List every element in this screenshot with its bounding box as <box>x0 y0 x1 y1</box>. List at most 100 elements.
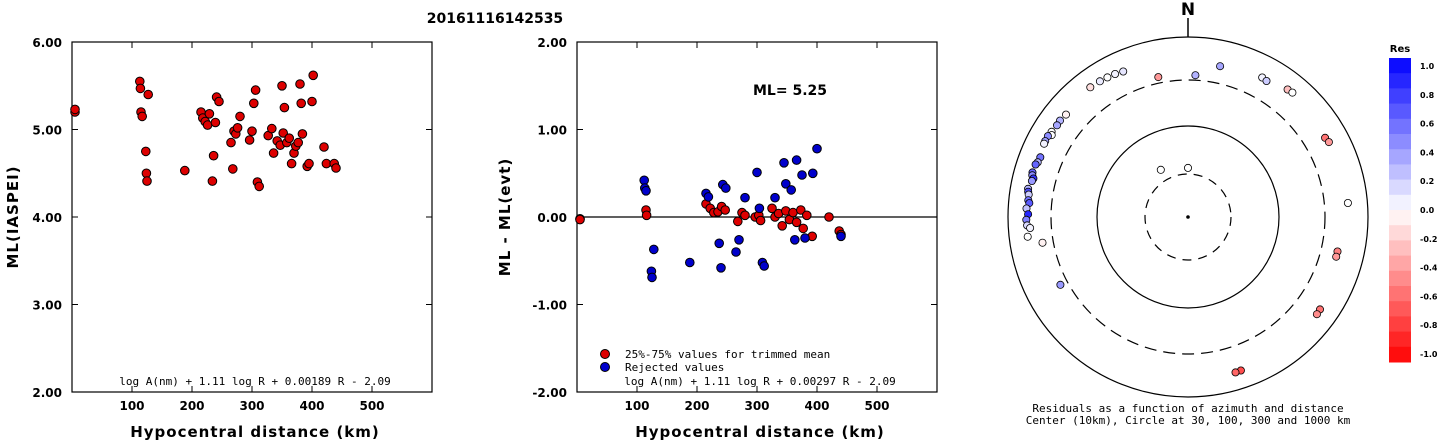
ring-100km <box>1096 125 1280 309</box>
data-points <box>575 143 846 283</box>
legend-marker-rejected <box>600 362 610 372</box>
data-point <box>575 214 585 225</box>
station-marker <box>1026 223 1035 232</box>
y-tick-label: 0.00 <box>537 211 567 225</box>
colorbar-label: 0.0 <box>1420 206 1435 215</box>
colorbar-cell <box>1389 164 1411 181</box>
data-points <box>70 70 341 192</box>
legend-marker-trimmed <box>600 349 610 359</box>
legend-label-trimmed: 25%-75% values for trimmed mean <box>625 348 830 361</box>
data-point <box>703 192 714 202</box>
colorbar-cell <box>1389 301 1411 317</box>
residual-vs-distance-panel: 100 200 300 400 500 -2.00 -1.00 0.00 1.00 2.00 ML… <box>496 36 938 441</box>
colorbar-cell <box>1389 118 1411 135</box>
data-point <box>836 231 846 242</box>
data-point <box>204 109 215 119</box>
data-point <box>232 123 243 133</box>
station-marker <box>1053 121 1062 130</box>
data-point <box>295 79 305 89</box>
x-tick-label: 300 <box>744 399 769 413</box>
data-point <box>802 210 812 221</box>
data-point <box>293 137 304 148</box>
colorbar-cell <box>1389 134 1411 150</box>
x-tick-label: 400 <box>804 399 829 413</box>
y-tick-label: 6.00 <box>32 36 62 50</box>
data-point <box>137 111 147 122</box>
formula-text: log A(nm) + 1.11 log R + 0.00189 R - 2.0… <box>119 375 391 388</box>
colorbar-cell <box>1389 270 1411 287</box>
caption-line-2: Center (10km), Circle at 30, 100, 300 an… <box>1026 414 1351 427</box>
epicenter-dot <box>1186 215 1190 219</box>
data-point <box>207 176 218 186</box>
colorbar-label: -0.6 <box>1420 292 1437 301</box>
y-tick-label: 2.00 <box>537 36 567 50</box>
legend-label-rejected: Rejected values <box>625 361 724 374</box>
data-point <box>228 164 238 174</box>
station-marker <box>1324 138 1333 147</box>
data-point <box>752 167 762 178</box>
data-point <box>319 142 329 152</box>
y-tick-label: 5.00 <box>32 124 62 138</box>
formula-text: log A(nm) + 1.11 log R + 0.00297 R - 2.0… <box>624 375 896 388</box>
data-point <box>770 192 780 203</box>
station-marker <box>1031 160 1040 169</box>
colorbar-title: Res <box>1390 44 1410 55</box>
data-point <box>141 146 151 157</box>
station-marker <box>1040 139 1049 148</box>
data-point <box>754 203 765 214</box>
data-point <box>808 168 818 179</box>
x-tick-label: 400 <box>299 399 324 413</box>
colorbar-label: 0.8 <box>1420 91 1435 100</box>
ring-300km <box>1050 79 1326 355</box>
azimuth-residual-plot: N Residuals as a function of azimuth and… <box>1007 0 1369 427</box>
x-tick-label: 100 <box>624 399 649 413</box>
data-point <box>135 83 146 94</box>
data-point <box>740 192 750 203</box>
data-point <box>141 168 152 179</box>
colorbar-label: 0.4 <box>1420 148 1435 157</box>
x-tick-label: 200 <box>179 399 204 413</box>
data-point <box>759 261 770 271</box>
data-point <box>286 158 297 169</box>
station-marker <box>1216 62 1225 71</box>
data-point <box>279 102 290 113</box>
data-point <box>786 185 797 195</box>
data-point <box>226 137 236 148</box>
y-tick-label: 2.00 <box>32 386 62 400</box>
colorbar-label: 1.0 <box>1420 62 1435 71</box>
x-tick-label: 200 <box>684 399 709 413</box>
colorbar-cell <box>1389 88 1411 105</box>
y-tick-label: 1.00 <box>537 124 567 138</box>
x-tick-label: 100 <box>119 399 144 413</box>
data-point <box>797 170 807 180</box>
data-point <box>734 235 744 245</box>
colorbar-cell <box>1389 210 1411 226</box>
data-point <box>214 96 224 107</box>
ml-annotation: ML= 5.25 <box>753 83 827 99</box>
ring-30km <box>1144 173 1232 261</box>
station-marker <box>1332 252 1341 261</box>
ring-1000km <box>1007 36 1369 398</box>
station-marker <box>1023 232 1032 241</box>
data-point <box>143 89 153 100</box>
data-point <box>277 81 287 91</box>
station-marker <box>1184 163 1193 172</box>
colorbar-label: 0.2 <box>1420 177 1434 186</box>
data-point <box>777 221 788 231</box>
data-point <box>791 155 802 165</box>
station-marker <box>1062 110 1071 119</box>
axis-ticks: 100 200 300 400 500 -2.00 -1.00 0.00 1.00 2.00 <box>532 36 937 413</box>
data-point <box>244 135 255 145</box>
x-tick-label: 500 <box>864 399 889 413</box>
data-point <box>685 257 695 268</box>
colorbar-label: -0.2 <box>1420 235 1437 244</box>
colorbar-cell <box>1389 103 1411 120</box>
data-point <box>721 183 731 193</box>
station-marker <box>1262 77 1271 86</box>
data-point <box>824 212 834 222</box>
data-point <box>249 98 259 109</box>
station-marker <box>1156 165 1165 174</box>
y-tick-label: -2.00 <box>532 386 567 400</box>
colorbar-cell <box>1389 316 1411 333</box>
station-marker <box>1038 238 1047 247</box>
